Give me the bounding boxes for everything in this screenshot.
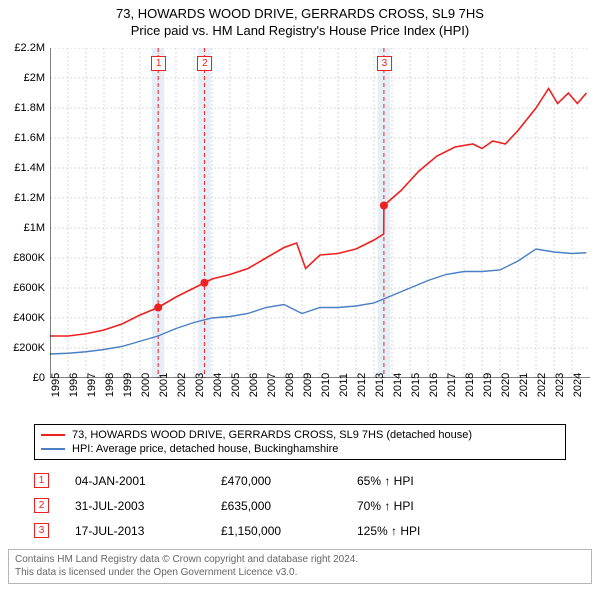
chart-area: £0£200K£400K£600K£800K£1M£1.2M£1.4M£1.6M… (50, 48, 590, 378)
y-axis-label: £2M (24, 72, 45, 84)
legend-swatch (41, 448, 65, 450)
x-axis-label: 2007 (266, 373, 278, 397)
x-axis-label: 2016 (428, 373, 440, 397)
x-axis-label: 2003 (194, 373, 206, 397)
x-axis-label: 2010 (320, 373, 332, 397)
sale-date: 04-JAN-2001 (75, 474, 195, 488)
sale-row: 2 31-JUL-2003 £635,000 70% ↑ HPI (34, 493, 566, 518)
sales-table: 1 04-JAN-2001 £470,000 65% ↑ HPI 2 31-JU… (34, 468, 566, 543)
sale-marker-on-chart: 3 (377, 56, 392, 71)
legend-box: 73, HOWARDS WOOD DRIVE, GERRARDS CROSS, … (34, 424, 566, 460)
x-axis-label: 2012 (356, 373, 368, 397)
sale-date: 31-JUL-2003 (75, 499, 195, 513)
x-axis-label: 1998 (104, 373, 116, 397)
y-axis-label: £400K (13, 312, 45, 324)
chart-card: 73, HOWARDS WOOD DRIVE, GERRARDS CROSS, … (0, 0, 600, 590)
legend-swatch (41, 434, 65, 436)
x-axis-label: 2014 (392, 373, 404, 397)
sale-row: 3 17-JUL-2013 £1,150,000 125% ↑ HPI (34, 518, 566, 543)
sale-marker: 3 (34, 523, 49, 538)
x-axis-label: 2009 (302, 373, 314, 397)
sale-row: 1 04-JAN-2001 £470,000 65% ↑ HPI (34, 468, 566, 493)
x-axis-label: 2000 (140, 373, 152, 397)
sale-marker: 2 (34, 498, 49, 513)
x-axis-label: 2006 (248, 373, 260, 397)
chart-svg (50, 48, 590, 378)
x-axis-label: 1995 (50, 373, 62, 397)
title-line-1: 73, HOWARDS WOOD DRIVE, GERRARDS CROSS, … (0, 6, 600, 23)
x-axis-label: 2001 (158, 373, 170, 397)
x-axis-label: 2024 (572, 373, 584, 397)
x-axis-label: 2017 (446, 373, 458, 397)
x-axis-label: 2020 (500, 373, 512, 397)
footer-line: This data is licensed under the Open Gov… (15, 567, 585, 580)
y-axis-label: £2.2M (14, 42, 45, 54)
y-axis-label: £1.2M (14, 192, 45, 204)
y-axis-label: £1.4M (14, 162, 45, 174)
x-axis-label: 2015 (410, 373, 422, 397)
x-axis-label: 2013 (374, 373, 386, 397)
x-axis-label: 2005 (230, 373, 242, 397)
sale-marker-on-chart: 2 (197, 56, 212, 71)
sale-hpi: 70% ↑ HPI (357, 499, 477, 513)
y-axis-label: £0 (33, 372, 45, 384)
x-axis-label: 2002 (176, 373, 188, 397)
x-axis-label: 2021 (518, 373, 530, 397)
title-line-2: Price paid vs. HM Land Registry's House … (0, 23, 600, 40)
x-axis-label: 1999 (122, 373, 134, 397)
x-axis-label: 2018 (464, 373, 476, 397)
sale-hpi: 65% ↑ HPI (357, 474, 477, 488)
sale-hpi: 125% ↑ HPI (357, 524, 477, 538)
legend-text: HPI: Average price, detached house, Buck… (72, 443, 338, 455)
x-axis-label: 1997 (86, 373, 98, 397)
sale-price: £1,150,000 (221, 524, 331, 538)
x-axis-label: 2023 (554, 373, 566, 397)
y-axis-label: £200K (13, 342, 45, 354)
y-axis-label: £1.8M (14, 102, 45, 114)
x-axis-label: 2004 (212, 373, 224, 397)
sale-price: £470,000 (221, 474, 331, 488)
x-axis-label: 1996 (68, 373, 80, 397)
legend-row: HPI: Average price, detached house, Buck… (41, 442, 559, 456)
sale-price: £635,000 (221, 499, 331, 513)
sale-marker: 1 (34, 473, 49, 488)
x-axis-label: 2019 (482, 373, 494, 397)
y-axis-label: £600K (13, 282, 45, 294)
legend-row: 73, HOWARDS WOOD DRIVE, GERRARDS CROSS, … (41, 428, 559, 442)
y-axis-label: £800K (13, 252, 45, 264)
sale-date: 17-JUL-2013 (75, 524, 195, 538)
legend-text: 73, HOWARDS WOOD DRIVE, GERRARDS CROSS, … (72, 429, 472, 441)
x-axis-label: 2008 (284, 373, 296, 397)
x-axis-label: 2022 (536, 373, 548, 397)
sale-marker-on-chart: 1 (151, 56, 166, 71)
title-block: 73, HOWARDS WOOD DRIVE, GERRARDS CROSS, … (0, 0, 600, 40)
footer-box: Contains HM Land Registry data © Crown c… (8, 549, 592, 584)
x-axis-label: 2011 (338, 373, 350, 397)
y-axis-label: £1.6M (14, 132, 45, 144)
footer-line: Contains HM Land Registry data © Crown c… (15, 554, 585, 567)
y-axis-label: £1M (24, 222, 45, 234)
